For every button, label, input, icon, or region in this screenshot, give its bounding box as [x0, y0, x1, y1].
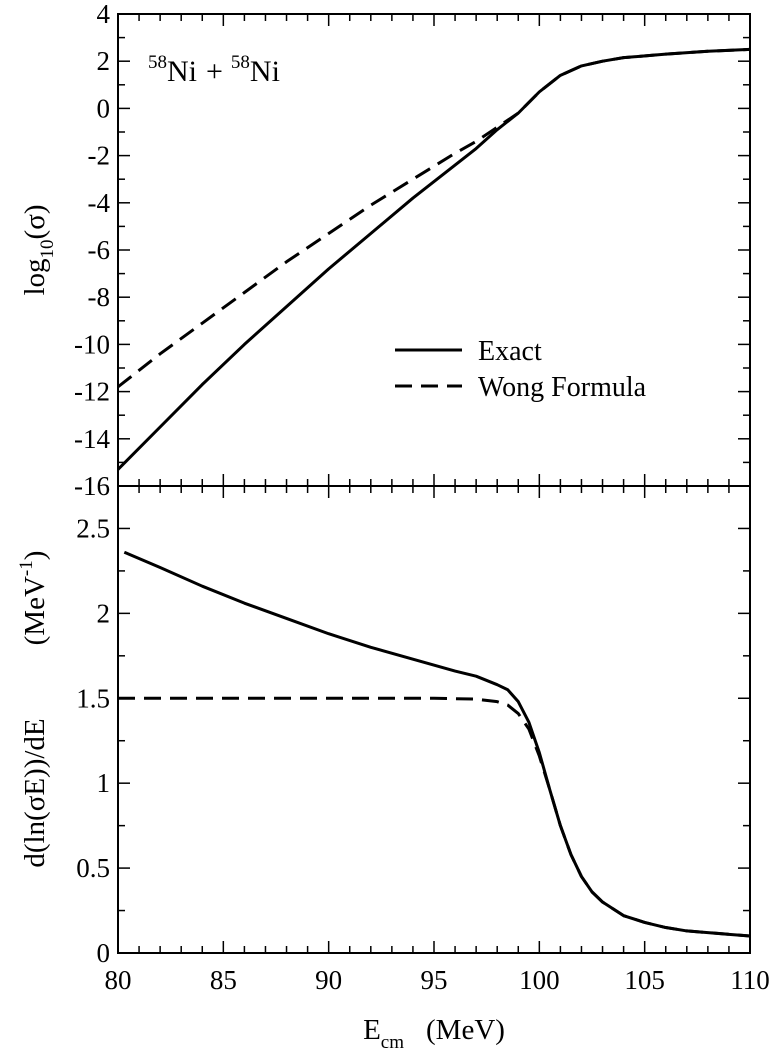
bottom-y-tick-label: 2: [97, 598, 111, 628]
x-tick-label: 85: [210, 965, 237, 995]
legend-label-exact: Exact: [478, 336, 542, 367]
top-y-tick-label: -2: [88, 141, 111, 171]
bottom-ylabel-unit-close: ): [19, 551, 51, 561]
x-tick-label: 95: [421, 965, 448, 995]
annotation-element-2: Ni: [250, 55, 280, 88]
bottom-y-tick-label: 0: [97, 938, 111, 968]
top-panel-ticks: 4 2 0 -2 -4 -6 -8 -10 -12 -14 -16: [74, 0, 751, 501]
top-y-axis-title: log10(σ): [19, 204, 58, 295]
bottom-y-tick-label: 2.5: [76, 513, 110, 543]
bottom-panel-ticks: 80 85 90 95 100 105 110 0 0.5 1 1.5 2 2.5: [76, 485, 770, 995]
bottom-panel-series: [118, 550, 751, 938]
bottom-ylabel-unit: (MeV: [19, 576, 51, 645]
annotation-mass-1: 58: [148, 52, 167, 73]
bottom-y-axis-unit: (MeV-1): [16, 551, 51, 646]
bottom-panel-frame: [117, 485, 751, 954]
bottom-series-wong-formula: [118, 696, 751, 938]
bottom-y-tick-label: 0.5: [76, 853, 110, 883]
reaction-annotation: 58Ni +58Ni: [148, 52, 280, 88]
xlabel-unit: (MeV): [426, 1014, 505, 1046]
annotation-mass-2: 58: [231, 52, 250, 73]
x-tick-label: 105: [624, 965, 665, 995]
top-series-exact: [116, 47, 751, 471]
legend-label-wong: Wong Formula: [478, 372, 647, 403]
top-series-wong-formula: [117, 47, 751, 389]
top-y-tick-label: -16: [74, 471, 110, 501]
top-ylabel-rest: (σ): [19, 204, 51, 239]
top-y-tick-label: -12: [74, 377, 110, 407]
top-y-tick-label: 4: [97, 0, 111, 29]
bottom-series-exact: [123, 550, 751, 938]
top-y-tick-label: -6: [88, 235, 111, 265]
top-y-tick-label: -4: [88, 188, 111, 218]
top-y-tick-label: -8: [88, 282, 111, 312]
top-y-tick-label: 2: [97, 46, 111, 76]
x-tick-label: 100: [519, 965, 560, 995]
top-ylabel-base: log: [19, 258, 51, 295]
bottom-y-axis-title: d(ln(σE))/dE: [19, 718, 51, 867]
xlabel-sub: cm: [381, 1032, 404, 1053]
annotation-plus: +: [206, 55, 223, 88]
x-axis-title: Ecm (MeV): [363, 1014, 505, 1053]
legend: Exact Wong Formula: [395, 336, 647, 403]
bottom-ylabel-unit-sup: -1: [16, 560, 37, 576]
top-y-tick-label: -14: [74, 424, 110, 454]
annotation-element-1: Ni: [167, 55, 197, 88]
x-tick-label: 80: [105, 965, 132, 995]
bottom-y-tick-label: 1.5: [76, 683, 110, 713]
xlabel-base: E: [363, 1014, 381, 1046]
x-tick-label: 90: [315, 965, 342, 995]
top-y-tick-label: -10: [74, 329, 110, 359]
bottom-y-tick-label: 1: [97, 768, 111, 798]
top-panel-series: [116, 47, 751, 471]
top-ylabel-sub: 10: [37, 239, 58, 258]
x-tick-label: 110: [730, 965, 770, 995]
top-y-tick-label: 0: [97, 93, 111, 123]
